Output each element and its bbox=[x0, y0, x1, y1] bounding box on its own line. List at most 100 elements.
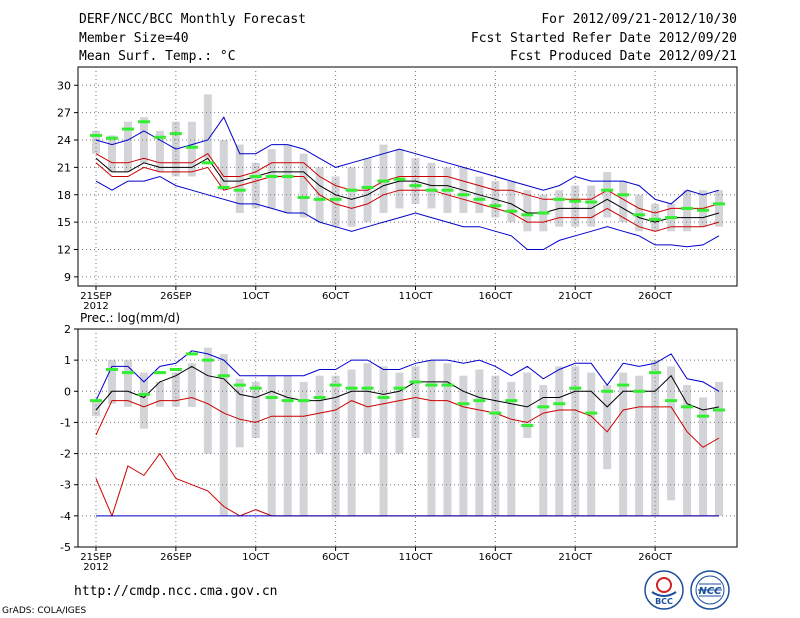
upper-bound-line bbox=[95, 116, 720, 205]
x-tick-label: 11OCT bbox=[399, 291, 434, 302]
member-size: Member Size=40 bbox=[79, 31, 189, 46]
ensemble-box bbox=[635, 375, 644, 516]
ensemble-box bbox=[459, 375, 468, 516]
bcc-logo: BCC bbox=[644, 570, 684, 610]
ensemble-box bbox=[507, 181, 516, 223]
website-url[interactable]: http://cmdp.ncc.cma.gov.cn bbox=[74, 584, 278, 599]
upper-bound-line bbox=[95, 350, 720, 401]
plot-frame bbox=[77, 328, 738, 548]
ensemble-box bbox=[411, 366, 420, 438]
ensemble-box bbox=[651, 203, 660, 232]
ensemble-box bbox=[139, 117, 148, 163]
x-tick-label: 6OCT bbox=[322, 291, 350, 302]
x-year-label: 2012 bbox=[83, 562, 108, 573]
x-tick-label: 1OCT bbox=[242, 291, 270, 302]
ensemble-box bbox=[155, 381, 164, 407]
ensemble-box bbox=[235, 144, 244, 213]
ensemble-box bbox=[475, 369, 484, 516]
temperature-panel: 9 12 15 18 21 24 27 30 21SEP 26SEP 1OCT 6OCT 11OCT 16… bbox=[57, 66, 738, 312]
ensemble-box bbox=[347, 167, 356, 227]
ensemble-box bbox=[715, 190, 723, 227]
ensemble-box bbox=[203, 347, 212, 454]
ensemble-box bbox=[555, 366, 564, 516]
x-tick-label: 21OCT bbox=[558, 291, 593, 302]
ensemble-box bbox=[619, 181, 628, 223]
ensemble-box bbox=[539, 385, 548, 516]
ensemble-box bbox=[379, 144, 388, 213]
ensemble-box bbox=[283, 144, 292, 213]
lower-percentile-line bbox=[95, 396, 720, 448]
y-tick-label: 0 bbox=[64, 385, 71, 398]
y-tick-label: 21 bbox=[57, 161, 71, 174]
ensemble-box bbox=[619, 372, 628, 516]
ncc-logo-text: NCC bbox=[698, 586, 722, 597]
ensemble-box bbox=[523, 372, 532, 438]
ensemble-box bbox=[443, 363, 452, 516]
x-tick-label: 6OCT bbox=[322, 552, 350, 563]
ensemble-box bbox=[379, 366, 388, 516]
ensemble-box bbox=[251, 162, 260, 209]
lower-percentile-line bbox=[95, 162, 720, 232]
ensemble-box bbox=[683, 190, 692, 232]
ensemble-box bbox=[235, 378, 244, 448]
ensemble-mean-line bbox=[95, 365, 720, 411]
ensemble-box bbox=[667, 366, 676, 501]
ensemble-box bbox=[155, 130, 164, 172]
x-tick-label: 26OCT bbox=[638, 291, 673, 302]
y-tick-label: 1 bbox=[64, 354, 71, 367]
ensemble-box bbox=[283, 375, 292, 516]
fcst-produced-date: Fcst Produced Date 2012/09/21 bbox=[510, 49, 737, 64]
ensemble-box bbox=[699, 397, 708, 516]
x-year-label: 2012 bbox=[83, 301, 108, 312]
ensemble-box bbox=[139, 372, 148, 429]
ensemble-box bbox=[107, 135, 116, 172]
x-tick-label: 21SEP bbox=[80, 552, 111, 563]
ensemble-box bbox=[587, 185, 596, 227]
y-tick-label: 15 bbox=[57, 216, 71, 229]
ensemble-box bbox=[187, 121, 196, 177]
ensemble-box bbox=[187, 363, 196, 407]
ensemble-box bbox=[92, 400, 100, 417]
chart-title: DERF/NCC/BCC Monthly Forecast bbox=[79, 12, 306, 27]
ensemble-box bbox=[123, 121, 132, 172]
ensemble-box bbox=[635, 194, 644, 232]
ensemble-box bbox=[715, 381, 723, 516]
prec-title: Prec.: log(mm/d) bbox=[80, 311, 180, 325]
x-tick-label: 26OCT bbox=[638, 552, 673, 563]
x-tick-label: 1OCT bbox=[242, 552, 270, 563]
ensemble-box bbox=[299, 153, 308, 218]
ensemble-box bbox=[395, 372, 404, 454]
ensemble-box bbox=[347, 369, 356, 516]
x-tick-label: 16OCT bbox=[479, 291, 514, 302]
y-tick-label: 2 bbox=[64, 323, 71, 336]
ensemble-mean-line bbox=[95, 157, 720, 223]
ensemble-box bbox=[571, 185, 580, 227]
ensemble-box bbox=[683, 385, 692, 516]
fcst-started-date: Fcst Started Refer Date 2012/09/20 bbox=[470, 31, 737, 46]
y-tick-label: -3 bbox=[60, 479, 71, 492]
ncc-logo: NCC bbox=[690, 570, 730, 610]
y-tick-label: -5 bbox=[60, 541, 71, 554]
y-tick-label: 12 bbox=[57, 244, 71, 257]
upper-percentile-line bbox=[95, 153, 720, 214]
x-tick-label: 21SEP bbox=[80, 291, 111, 302]
ensemble-box bbox=[315, 375, 324, 454]
ensemble-box bbox=[523, 190, 532, 232]
lower-bound-line bbox=[95, 175, 720, 250]
ensemble-box bbox=[219, 140, 228, 191]
x-tick-label: 26SEP bbox=[160, 291, 191, 302]
x-tick-label: 26SEP bbox=[160, 552, 191, 563]
precipitation-panel: -5 -4 -3 -2 -1 0 1 2 21SEP 26SEP 1OCT 6OCT 11OCT 16OC… bbox=[60, 323, 738, 573]
ensemble-box bbox=[587, 372, 596, 516]
x-tick-label: 16OCT bbox=[479, 552, 514, 563]
y-tick-label: 27 bbox=[57, 107, 71, 120]
ensemble-box bbox=[267, 375, 276, 516]
y-tick-label: 9 bbox=[64, 271, 71, 284]
x-tick-label: 21OCT bbox=[558, 552, 593, 563]
ensemble-box bbox=[427, 360, 436, 516]
ensemble-box bbox=[92, 130, 100, 154]
ensemble-box bbox=[603, 171, 612, 218]
ensemble-box bbox=[203, 94, 212, 159]
y-tick-label: -1 bbox=[60, 416, 71, 429]
